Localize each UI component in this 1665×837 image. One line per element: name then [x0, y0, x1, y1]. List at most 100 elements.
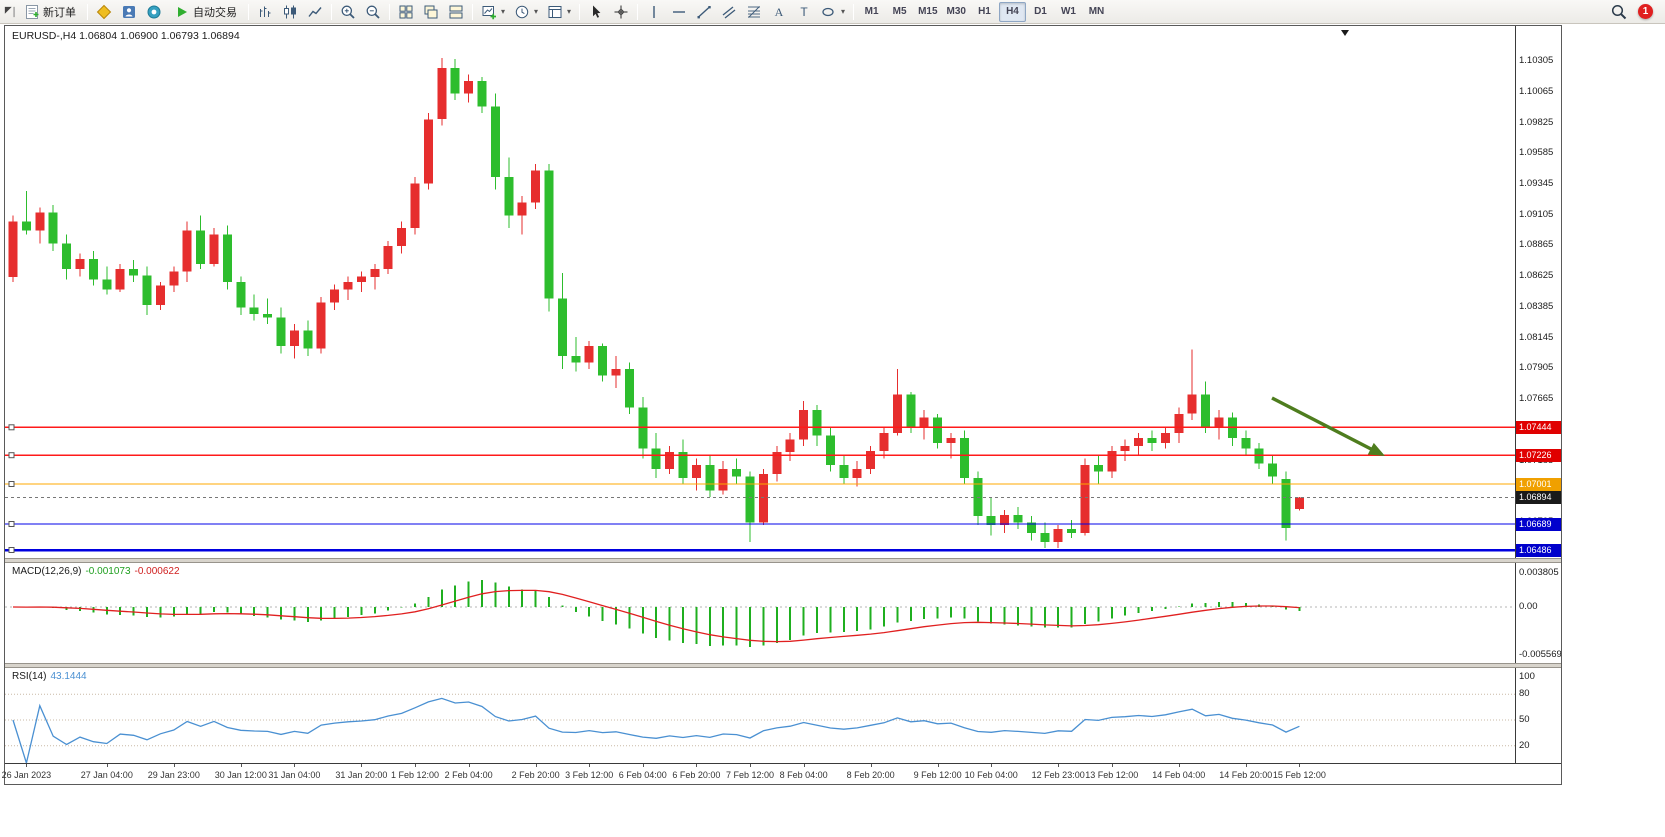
line-chart-button[interactable] [303, 2, 327, 22]
rsi-panel[interactable]: RSI(14) 43.1444 [5, 668, 1515, 763]
panel-splitter[interactable] [5, 663, 1561, 668]
candle-body [450, 68, 460, 94]
timeframe-button-d1[interactable]: D1 [1027, 2, 1054, 22]
candle-body [196, 230, 206, 264]
navigator-button[interactable] [142, 2, 166, 22]
candle-body [584, 345, 594, 363]
templates-button[interactable]: ▾ [543, 2, 575, 22]
text-label-button[interactable]: T [792, 2, 816, 22]
toolbar: 新订单 自动交易 ▾ ▾ ▾ A T [0, 0, 1665, 24]
timeframe-button-m1[interactable]: M1 [858, 2, 885, 22]
hline-handle[interactable] [8, 424, 15, 431]
candle-body [879, 433, 889, 451]
horizontal-line-icon [673, 10, 686, 13]
time-axis-tick [240, 764, 242, 767]
text-button[interactable]: A [767, 2, 791, 22]
price-axis-label: 1.07665 [1519, 393, 1554, 404]
new-order-button[interactable]: 新订单 [17, 2, 83, 22]
timeframe-button-h4[interactable]: H4 [998, 1, 1026, 22]
candle-body [397, 228, 407, 246]
candle-body [691, 465, 701, 478]
cursor-button[interactable] [584, 2, 608, 22]
price-axis-label: 1.10065 [1519, 85, 1554, 97]
time-axis-tick [106, 764, 108, 767]
toolbar-separator [389, 3, 390, 20]
trend-arrow[interactable] [1271, 396, 1372, 451]
tile-windows-icon [399, 5, 413, 18]
macd-axis-label: 0.00 [1519, 601, 1538, 612]
candle-body [88, 258, 98, 280]
time-axis-label: 6 Feb 04:00 [618, 770, 667, 780]
shapes-dropdown-button[interactable]: ▾ [817, 2, 849, 22]
time-axis-tick [535, 764, 537, 767]
horizontal-line-button[interactable] [667, 2, 691, 22]
tile-windows-button[interactable] [394, 2, 418, 22]
periods-button[interactable]: ▾ [510, 2, 542, 22]
candle-body [490, 106, 500, 177]
bar-chart-icon [260, 6, 271, 17]
candle-body [222, 234, 232, 282]
candle-body [437, 68, 447, 120]
crosshair-button[interactable] [609, 2, 633, 22]
toolbar-menu-icon[interactable] [4, 4, 16, 20]
time-axis-tick [696, 764, 698, 767]
candle-body [1120, 445, 1130, 451]
candle-body [946, 438, 956, 444]
timeframe-button-h1[interactable]: H1 [971, 2, 998, 22]
time-axis[interactable]: 26 Jan 2023 27 Jan 04:00 29 Jan 23:00 30 Ja… [2, 763, 1561, 784]
macd-axis[interactable]: 0.003805 0.00 -0.005569 [1515, 563, 1561, 663]
tile-horizontal-button[interactable] [444, 2, 468, 22]
timeframe-button-m15[interactable]: M15 [914, 2, 941, 22]
trend-arrow-head[interactable] [1367, 442, 1385, 456]
notification-badge[interactable]: 1 [1638, 4, 1653, 19]
time-axis-tick [991, 764, 993, 767]
timeframe-button-mn[interactable]: MN [1083, 2, 1110, 22]
candle-body [598, 345, 608, 376]
zoom-in-button[interactable] [336, 2, 360, 22]
vertical-line-button[interactable] [642, 2, 666, 22]
favorites-button[interactable] [92, 2, 116, 22]
market-watch-button[interactable] [117, 2, 141, 22]
hline-handle[interactable] [8, 452, 15, 459]
bar-chart-button[interactable] [253, 2, 277, 22]
time-axis-label: 30 Jan 12:00 [214, 770, 267, 780]
candle-body [330, 289, 340, 303]
price-axis-tag: 1.07444 [1516, 420, 1561, 434]
autotrading-button[interactable]: 自动交易 [167, 2, 244, 22]
panel-splitter[interactable] [5, 558, 1561, 563]
dropdown-caret: ▾ [567, 7, 572, 16]
cascade-windows-button[interactable] [419, 2, 443, 22]
macd-panel[interactable]: MACD(12,26,9) -0.001073 -0.000622 [5, 563, 1515, 663]
hline-handle[interactable] [8, 481, 15, 487]
toolbar-right-group: 1 [1607, 2, 1661, 22]
equidistant-channel-button[interactable] [717, 2, 741, 22]
candle-body [1107, 450, 1117, 472]
fibonacci-button[interactable] [742, 2, 766, 22]
price-axis-label: 1.09105 [1519, 208, 1554, 220]
time-axis-tick [937, 764, 939, 767]
rsi-axis[interactable]: 100 80 50 20 [1515, 668, 1561, 763]
toolbar-separator [579, 3, 581, 20]
timeframe-button-m30[interactable]: M30 [943, 2, 970, 22]
macd-main-value: -0.001073 [85, 566, 131, 577]
macd-axis-label: 0.003805 [1519, 567, 1559, 578]
candle-body [799, 409, 809, 440]
time-axis-tick [361, 764, 363, 767]
price-axis[interactable]: 1.10305 1.10065 1.09825 1.09585 1.09345 1.091… [1515, 26, 1561, 558]
time-axis-tick [415, 764, 416, 767]
hline-handle[interactable] [8, 547, 15, 553]
timeframe-button-m5[interactable]: M5 [886, 2, 913, 22]
chart-shift-marker[interactable] [1341, 30, 1349, 36]
macd-canvas [5, 580, 1515, 647]
candle-body [504, 176, 514, 216]
new-chart-button[interactable]: ▾ [477, 2, 509, 22]
price-chart-panel[interactable]: EURUSD-,H4 1.06804 1.06900 1.06793 1.068… [5, 26, 1515, 558]
candlestick-chart-button[interactable] [278, 2, 302, 22]
timeframe-button-w1[interactable]: W1 [1055, 2, 1082, 22]
hline-handle[interactable] [8, 521, 15, 527]
price-chart-canvas[interactable] [5, 26, 1515, 558]
time-axis-label: 8 Feb 04:00 [779, 770, 828, 780]
search-button[interactable] [1607, 2, 1631, 22]
zoom-out-button[interactable] [361, 2, 385, 22]
trendline-button[interactable] [692, 2, 716, 22]
